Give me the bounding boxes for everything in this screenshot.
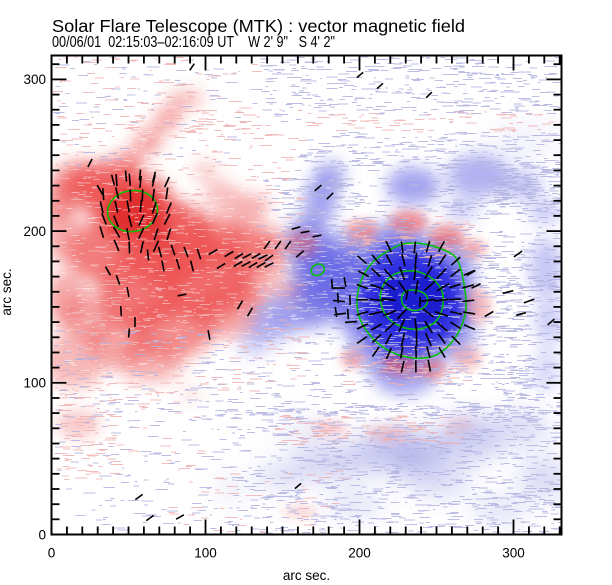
svg-text:arc sec.: arc sec. — [283, 568, 330, 583]
svg-text:Solar Flare Telescope (MTK) :: Solar Flare Telescope (MTK) : vector mag… — [52, 16, 465, 36]
svg-text:200: 200 — [23, 224, 46, 239]
svg-text:100: 100 — [194, 546, 217, 561]
svg-text:00/06/01 02:15:03–02:16:09 UT: 00/06/01 02:15:03–02:16:09 UT W 2' 9" S … — [52, 34, 335, 51]
svg-text:300: 300 — [502, 546, 525, 561]
svg-text:100: 100 — [23, 376, 46, 391]
svg-text:300: 300 — [23, 72, 46, 87]
svg-text:0: 0 — [48, 546, 56, 561]
svg-text:200: 200 — [348, 546, 371, 561]
svg-text:0: 0 — [38, 527, 46, 542]
svg-text:arc sec.: arc sec. — [0, 268, 14, 315]
